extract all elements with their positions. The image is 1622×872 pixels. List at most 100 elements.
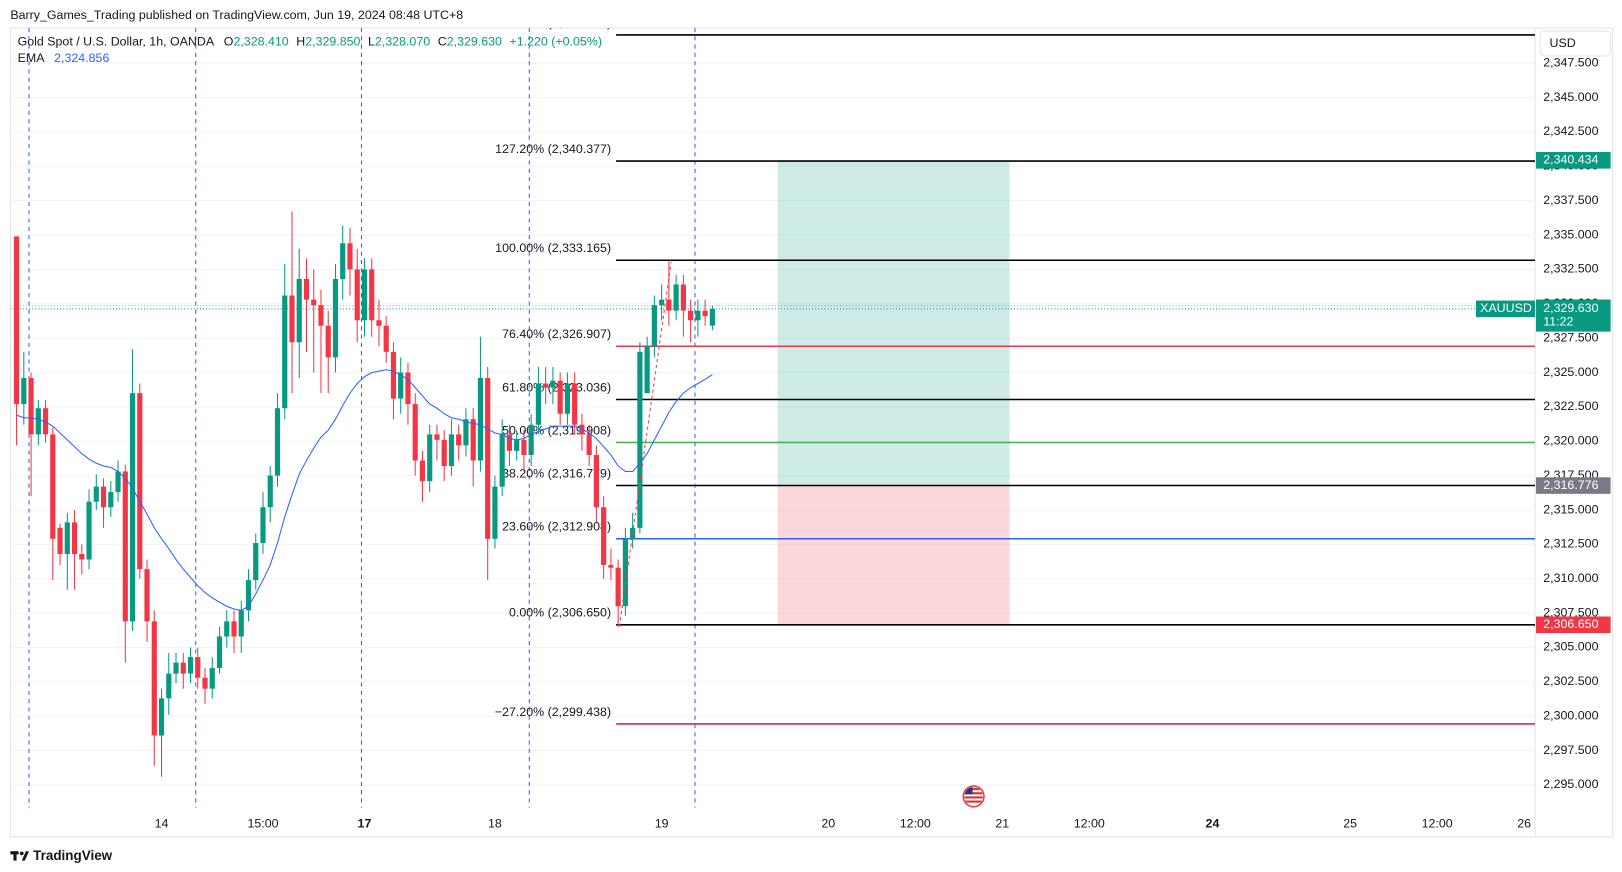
y-tick-label: 2,320.000 xyxy=(1543,434,1598,448)
event-flag[interactable] xyxy=(962,785,985,808)
fib-label: 23.60% (2,312.908) xyxy=(502,520,611,534)
x-tick-label: 15:00 xyxy=(247,817,278,831)
fib-label: 0.00% (2,306.650) xyxy=(509,606,611,620)
flag-stripe[interactable] xyxy=(963,792,984,795)
fib-label: 127.20% (2,340.377) xyxy=(495,142,611,156)
candle-body xyxy=(659,299,665,306)
candle-body xyxy=(325,325,331,358)
y-tick-label: 2,322.500 xyxy=(1543,399,1598,413)
candle-body xyxy=(528,424,534,455)
ema-line xyxy=(16,369,713,611)
fib-label: 100.00% (2,333.165) xyxy=(495,241,611,255)
y-tick-label: 2,327.500 xyxy=(1543,330,1598,344)
candle-body xyxy=(369,269,375,321)
y-tick-label: 2,337.500 xyxy=(1543,193,1598,207)
x-tick-label: 26 xyxy=(1517,817,1531,831)
target-zone xyxy=(777,160,1010,486)
flag-icon[interactable] xyxy=(963,786,984,807)
candle-body xyxy=(296,279,302,343)
candle-body xyxy=(224,621,230,637)
candle-body xyxy=(303,279,310,300)
candle-body xyxy=(383,325,389,352)
flag-stripe[interactable] xyxy=(963,796,984,799)
fib-label: 61.80% (2,323.036) xyxy=(502,380,611,394)
y-tick-label: 2,300.000 xyxy=(1543,708,1598,722)
candle-body xyxy=(673,284,679,311)
candle-body xyxy=(64,522,70,554)
candle-body xyxy=(506,434,513,451)
candle-body xyxy=(702,310,708,317)
y-tick-label: 2,345.000 xyxy=(1543,90,1598,104)
stop-tag xyxy=(1536,616,1611,634)
x-tick-label: 25 xyxy=(1343,817,1357,831)
candle-body xyxy=(456,434,462,446)
candle-body xyxy=(593,454,599,508)
candle-body xyxy=(412,404,418,461)
flag-stripe[interactable] xyxy=(963,788,984,791)
y-tick-label: 2,307.500 xyxy=(1543,605,1598,619)
candle-body xyxy=(521,439,527,455)
candle-body xyxy=(441,439,447,466)
x-tick-label: 12:00 xyxy=(1422,817,1453,831)
entry-tag xyxy=(1536,477,1611,494)
target-tag xyxy=(1536,152,1611,169)
candle-body xyxy=(680,284,686,311)
ohlc-key: O xyxy=(224,35,234,49)
x-tick-label: 24 xyxy=(1206,817,1220,831)
candle-body xyxy=(115,471,121,493)
candle-body xyxy=(253,542,259,581)
candle-body xyxy=(332,279,339,358)
candle-body xyxy=(608,564,614,568)
candle-body xyxy=(245,580,252,611)
stop-zone xyxy=(777,485,1010,625)
candle-body xyxy=(122,471,128,622)
candle-body xyxy=(688,310,694,321)
fib-label: 38.20% (2,316.779) xyxy=(502,466,611,480)
candle-body xyxy=(347,243,353,270)
candle-body xyxy=(71,522,78,554)
candle-body xyxy=(267,475,273,508)
x-tick-label: 18 xyxy=(488,817,502,831)
candle-body xyxy=(86,501,92,560)
logo-part xyxy=(13,851,17,861)
flag-stripe[interactable] xyxy=(963,800,984,803)
candle-body xyxy=(166,673,172,699)
fib-label: −27.20% (2,299.438) xyxy=(495,705,611,719)
candle-body xyxy=(709,308,715,326)
flag-canton[interactable] xyxy=(963,786,973,795)
candle-body xyxy=(57,527,63,554)
candle-body xyxy=(463,419,469,446)
candle-body xyxy=(405,372,411,405)
candle-body xyxy=(238,610,244,637)
logo-part xyxy=(19,851,24,856)
candle-body xyxy=(311,299,317,306)
ohlc-value: 2,329.850 xyxy=(305,35,360,49)
symbol-tag xyxy=(1475,300,1535,318)
footer-logo xyxy=(10,851,30,861)
candle-body xyxy=(419,460,426,482)
brand: TradingView xyxy=(33,848,113,863)
x-tick-label: 14 xyxy=(155,817,169,831)
ohlc-key: L xyxy=(368,35,375,49)
candle-body xyxy=(231,621,237,637)
y-tick-label: 2,295.000 xyxy=(1543,777,1598,791)
fib-trend-line xyxy=(618,261,672,627)
candle-body xyxy=(615,567,621,607)
candle-body xyxy=(187,657,194,674)
candle-body xyxy=(579,424,585,435)
logo-part xyxy=(21,851,30,861)
candle-body xyxy=(340,243,346,280)
candle-body xyxy=(651,305,657,347)
candle-body xyxy=(180,662,186,674)
candle-body xyxy=(289,295,295,343)
ema-legend: EMA 2,324.856 xyxy=(18,51,110,65)
candle-body xyxy=(158,698,165,736)
plot-area: 161.80% (2,349.551) 127.20% (2,340.377) 10… xyxy=(10,28,1535,777)
currency-button[interactable] xyxy=(1539,30,1612,57)
fib-label: 50.00% (2,319.908) xyxy=(502,423,611,437)
fib-label: 76.40% (2,326.907) xyxy=(502,327,611,341)
y-tick-label: 2,347.500 xyxy=(1543,55,1598,69)
currency[interactable]: USD xyxy=(1549,36,1575,50)
y-tick-label: 2,335.000 xyxy=(1543,227,1598,241)
